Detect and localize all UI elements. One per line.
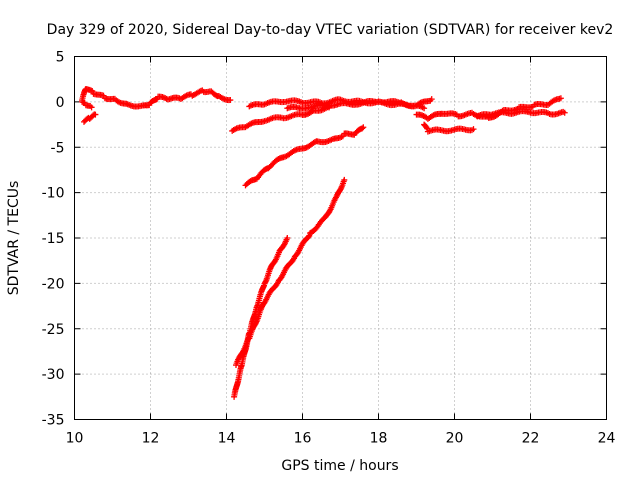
y-tick-label: -10 xyxy=(42,186,65,202)
y-tick-label: 5 xyxy=(56,50,65,66)
y-tick-label: -30 xyxy=(42,367,65,383)
y-tick-labels: 5 0 -5 -10 -15 -20 -25 -30 -35 xyxy=(42,50,65,429)
y-tick-label: 0 xyxy=(56,95,65,111)
x-tick-label: 22 xyxy=(522,431,540,447)
x-tick-label: 20 xyxy=(446,431,464,447)
series-arc-6 xyxy=(229,104,333,134)
data-point xyxy=(338,133,345,140)
y-axis-label: SDTVAR / TECUs xyxy=(6,181,22,296)
series-arc-11 xyxy=(474,108,568,120)
y-tick-label: -35 xyxy=(42,413,65,429)
x-tick-label: 18 xyxy=(370,431,388,447)
x-tick-label: 16 xyxy=(294,431,312,447)
data-point xyxy=(87,103,94,110)
x-axis-label: GPS time / hours xyxy=(281,458,398,474)
data-point xyxy=(326,104,333,111)
series-arc-10 xyxy=(413,95,564,122)
data-points xyxy=(79,85,568,400)
series-arc-2 xyxy=(81,111,99,125)
y-tick-label: -20 xyxy=(42,276,65,292)
y-tick-label: -15 xyxy=(42,231,65,247)
data-point xyxy=(470,126,477,133)
data-point xyxy=(92,111,99,118)
series-arc-5 xyxy=(284,97,428,112)
y-tick-label: -5 xyxy=(51,140,65,156)
data-point xyxy=(428,96,435,103)
data-point xyxy=(359,125,366,132)
series-arc-3 xyxy=(79,98,95,111)
data-point xyxy=(306,232,313,239)
series-arc-1 xyxy=(79,85,234,110)
data-point xyxy=(227,97,234,104)
data-point xyxy=(423,124,430,131)
plot-frame xyxy=(74,56,607,420)
x-tick-label: 14 xyxy=(218,431,236,447)
data-point xyxy=(305,233,312,240)
data-point xyxy=(341,176,348,183)
data-point xyxy=(561,109,568,116)
series-arc-8 xyxy=(231,235,291,400)
series-arc-7 xyxy=(242,124,367,189)
x-tick-label: 12 xyxy=(142,431,160,447)
chart-title: Day 329 of 2020, Sidereal Day-to-day VTE… xyxy=(47,22,614,38)
data-point xyxy=(360,124,367,131)
y-tick-label: -25 xyxy=(42,322,65,338)
x-tick-label: 10 xyxy=(66,431,84,447)
series-arc-9 xyxy=(233,176,348,369)
data-point xyxy=(88,104,95,111)
data-point xyxy=(557,95,564,102)
x-tick-labels: 10 12 14 16 18 20 22 24 xyxy=(66,431,616,447)
x-tick-label: 24 xyxy=(598,431,616,447)
data-point xyxy=(89,87,96,94)
data-point xyxy=(421,105,428,112)
series-arc-12 xyxy=(421,121,477,135)
data-point xyxy=(284,235,291,241)
